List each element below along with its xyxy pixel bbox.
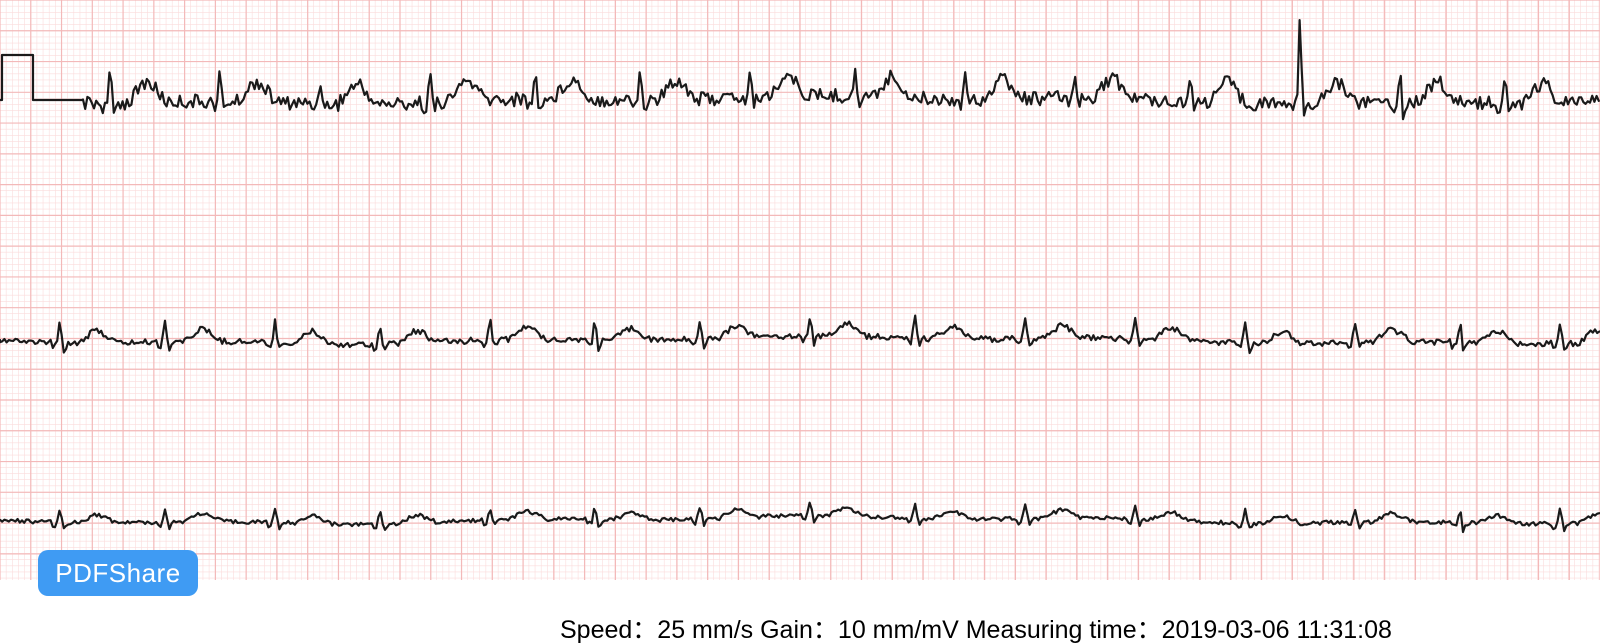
pdfshare-button[interactable]: PDFShare — [38, 550, 198, 596]
time-label: Measuring time： — [966, 616, 1162, 643]
gain-value: 10 mm/mV — [838, 616, 959, 643]
time-value: 2019-03-06 11:31:08 — [1162, 616, 1392, 643]
pdfshare-label: PDFShare — [55, 558, 180, 589]
footer-text: Speed：25 mm/s Gain：10 mm/mV Measuring ti… — [560, 610, 1392, 643]
speed-value: 25 mm/s — [657, 616, 753, 643]
gain-label: Gain： — [760, 616, 838, 643]
speed-label: Speed： — [560, 616, 657, 643]
ecg-chart — [0, 0, 1600, 643]
